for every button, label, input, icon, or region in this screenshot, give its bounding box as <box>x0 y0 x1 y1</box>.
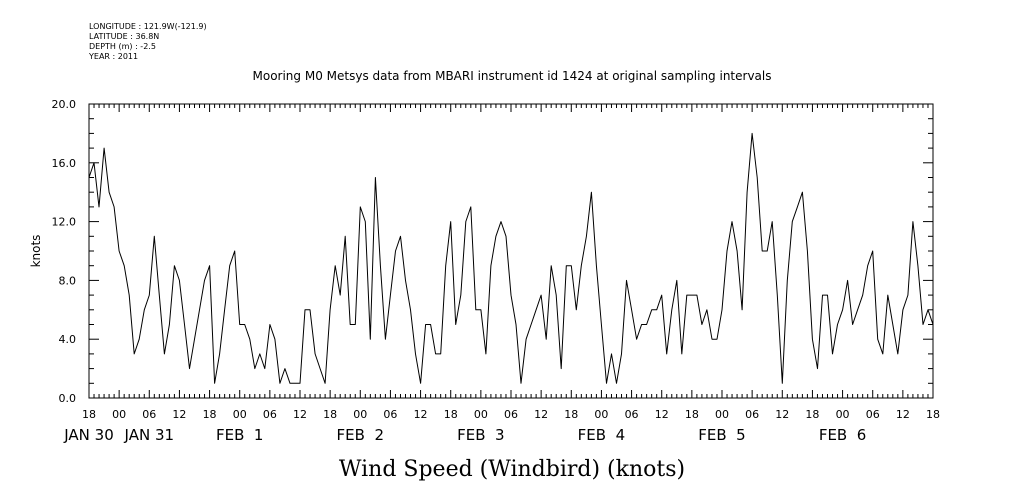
day-label: FEB 6 <box>819 426 866 444</box>
y-axis: 0.0 4.0 8.0 12.0 16.0 20.0 <box>52 98 933 405</box>
x-tick-label: 18 <box>805 408 819 421</box>
x-tick-label: 00 <box>353 408 367 421</box>
x-tick-label: 18 <box>926 408 940 421</box>
day-label: JAN 30 <box>63 426 114 444</box>
day-label: FEB 3 <box>457 426 504 444</box>
x-tick-label: 06 <box>263 408 277 421</box>
header-latitude: LATITUDE : 36.8N <box>89 32 159 41</box>
x-tick-label: 12 <box>775 408 789 421</box>
x-tick-label: 12 <box>534 408 548 421</box>
x-tick-label: 06 <box>504 408 518 421</box>
day-label: JAN 31 <box>124 426 175 444</box>
y-tick-label: 0.0 <box>59 392 77 405</box>
chart-title: Mooring M0 Metsys data from MBARI instru… <box>253 69 772 83</box>
y-tick-label: 20.0 <box>52 98 77 111</box>
x-tick-label: 12 <box>414 408 428 421</box>
x-tick-label: 12 <box>896 408 910 421</box>
header-year: YEAR : 2011 <box>88 52 138 61</box>
day-labels: JAN 30 JAN 31 FEB 1 FEB 2 FEB 3 FEB 4 FEB 5 FEB… <box>63 426 866 444</box>
x-tick-label: 12 <box>655 408 669 421</box>
x-tick-label: 00 <box>233 408 247 421</box>
y-tick-label: 4.0 <box>59 333 77 346</box>
y-tick-label: 8.0 <box>59 274 77 287</box>
x-tick-label: 00 <box>594 408 608 421</box>
series-group <box>88 132 934 384</box>
x-tick-label: 06 <box>383 408 397 421</box>
x-tick-label: 18 <box>685 408 699 421</box>
day-label: FEB 1 <box>216 426 263 444</box>
header-depth: DEPTH (m) : -2.5 <box>89 42 156 51</box>
y-axis-label: knots <box>29 235 43 268</box>
day-label: FEB 5 <box>698 426 745 444</box>
x-tick-label: 00 <box>715 408 729 421</box>
x-tick-label: 18 <box>564 408 578 421</box>
x-tick-label: 18 <box>82 408 96 421</box>
day-label: FEB 4 <box>578 426 625 444</box>
x-axis: 18 00 06 12 18 00 06 12 18 00 06 12 18 00 06 12 18 00 06 12… <box>82 104 940 421</box>
x-tick-label: 18 <box>203 408 217 421</box>
x-tick-label: 06 <box>625 408 639 421</box>
x-tick-label: 18 <box>323 408 337 421</box>
x-tick-label: 06 <box>745 408 759 421</box>
x-axis-caption: Wind Speed (Windbird) (knots) <box>339 457 685 482</box>
day-label: FEB 2 <box>337 426 384 444</box>
x-tick-label: 12 <box>293 408 307 421</box>
y-tick-label: 12.0 <box>52 216 77 229</box>
x-tick-label: 00 <box>474 408 488 421</box>
x-tick-label: 12 <box>172 408 186 421</box>
header-longitude: LONGITUDE : 121.9W(-121.9) <box>89 22 207 31</box>
metadata-header: LONGITUDE : 121.9W(-121.9) LATITUDE : 36… <box>88 22 207 61</box>
x-tick-label: 18 <box>444 408 458 421</box>
y-tick-label: 16.0 <box>52 157 77 170</box>
x-tick-label: 06 <box>866 408 880 421</box>
x-tick-label: 00 <box>836 408 850 421</box>
plot-frame <box>88 103 934 399</box>
x-tick-label: 00 <box>112 408 126 421</box>
series-line-wind-speed <box>88 132 934 384</box>
x-tick-label: 06 <box>142 408 156 421</box>
